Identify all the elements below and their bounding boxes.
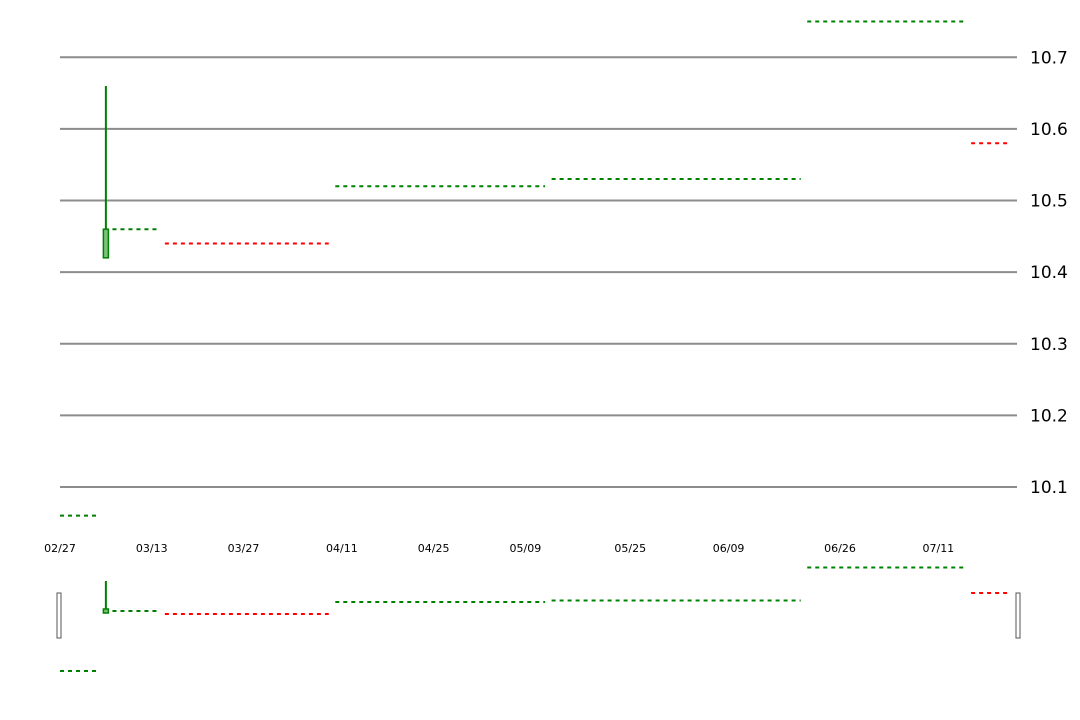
x-tick-label: 03/13 bbox=[136, 542, 168, 555]
x-tick-label: 07/11 bbox=[922, 542, 954, 555]
mini-candle-body bbox=[102, 608, 110, 614]
x-tick-label: 03/27 bbox=[228, 542, 260, 555]
range-handle-left bbox=[56, 592, 62, 639]
candle-body bbox=[102, 228, 110, 259]
y-tick-label: 10.3 bbox=[1030, 335, 1068, 355]
x-tick-label: 06/09 bbox=[713, 542, 745, 555]
y-tick-label: 10.1 bbox=[1030, 478, 1068, 498]
x-tick-label: 05/25 bbox=[614, 542, 646, 555]
y-tick-label: 10.5 bbox=[1030, 192, 1068, 212]
y-tick-label: 10.7 bbox=[1030, 48, 1068, 68]
range-handle-right bbox=[1015, 592, 1021, 639]
x-tick-label: 04/25 bbox=[418, 542, 450, 555]
y-tick-label: 10.4 bbox=[1030, 263, 1068, 283]
x-tick-label: 02/27 bbox=[44, 542, 76, 555]
x-tick-label: 06/26 bbox=[824, 542, 856, 555]
x-tick-label: 05/09 bbox=[510, 542, 542, 555]
y-tick-label: 10.2 bbox=[1030, 406, 1068, 426]
y-tick-label: 10.6 bbox=[1030, 120, 1068, 140]
x-tick-label: 04/11 bbox=[326, 542, 358, 555]
